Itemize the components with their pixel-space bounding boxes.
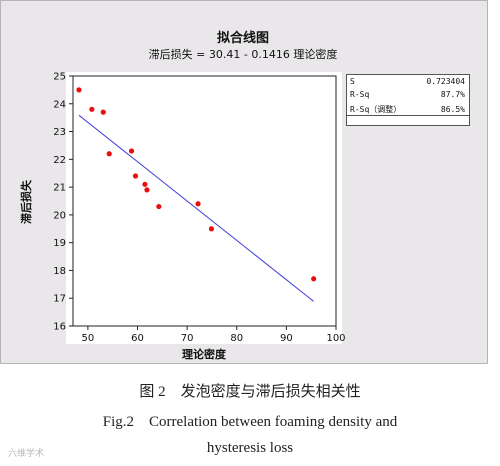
stat-label: R-Sq: [350, 90, 370, 99]
y-tick-label: 24: [53, 99, 66, 110]
y-tick-label: 17: [53, 294, 66, 305]
y-tick-label: 18: [53, 266, 66, 277]
stats-divider: [347, 115, 469, 116]
data-point: [128, 148, 135, 154]
data-point: [142, 181, 148, 187]
data-point: [208, 226, 215, 232]
regression-line: [78, 114, 314, 302]
data-point: [100, 109, 106, 115]
data-point: [76, 87, 82, 93]
x-axis-label: 理论密度: [182, 347, 227, 361]
figure-caption-zh: 图 2 发泡密度与滞后损失相关性: [139, 384, 361, 400]
figure-caption-en-line2: hysteresis loss: [206, 440, 294, 456]
x-tick-label: 100: [326, 333, 345, 344]
regression-equation: 滞后损失 = 30.41 - 0.1416 理论密度: [149, 47, 338, 61]
fitted-line-plot: 拟合线图 滞后损失 = 30.41 - 0.1416 理论密度 50 60 70 80…: [19, 30, 346, 361]
data-point: [156, 203, 162, 210]
y-axis-label: 滞后损失: [19, 179, 33, 224]
stats-row-s: S 0.723404: [347, 75, 469, 89]
data-point: [89, 106, 95, 112]
x-axis: 50 60 70 80 90 100: [82, 326, 346, 344]
x-tick-label: 60: [131, 333, 144, 344]
data-points: [76, 87, 317, 282]
data-region: [72, 75, 337, 327]
data-point: [195, 201, 201, 207]
watermark: 六维学术: [8, 449, 45, 459]
y-tick-label: 25: [53, 72, 66, 83]
figure-caption-en-line1: Fig.2 Correlation between foaming densit…: [102, 414, 398, 430]
stat-label: S: [350, 77, 355, 86]
y-tick-label: 22: [53, 155, 66, 166]
stat-value: 87.7%: [440, 90, 465, 99]
y-axis: 16 17 18 19 20 21 22 23 24 25: [53, 72, 73, 333]
y-tick-label: 20: [53, 210, 66, 221]
chart-title: 拟合线图: [217, 30, 269, 46]
stats-row-rsq: R-Sq 87.7%: [347, 88, 469, 102]
x-tick-label: 90: [280, 333, 293, 344]
data-point: [144, 187, 150, 193]
x-tick-label: 70: [181, 333, 194, 344]
stat-value: 0.723404: [426, 77, 465, 86]
x-tick-label: 50: [82, 333, 95, 344]
data-point: [106, 151, 112, 157]
regression-stats-box: S 0.723404 R-Sq 87.7% R-Sq（调整） 86.5%: [346, 74, 470, 126]
y-tick-label: 21: [53, 183, 66, 194]
data-point: [132, 173, 139, 179]
x-tick-label: 80: [230, 333, 243, 344]
stat-label: R-Sq（调整）: [350, 105, 402, 114]
plot-area: [66, 72, 342, 344]
stats-row-rsq-adj: R-Sq（调整） 86.5%: [347, 103, 469, 117]
y-tick-label: 19: [53, 238, 66, 249]
stat-value: 86.5%: [440, 105, 465, 114]
data-point: [311, 276, 317, 282]
y-tick-label: 23: [53, 127, 66, 138]
y-tick-label: 16: [53, 322, 66, 333]
